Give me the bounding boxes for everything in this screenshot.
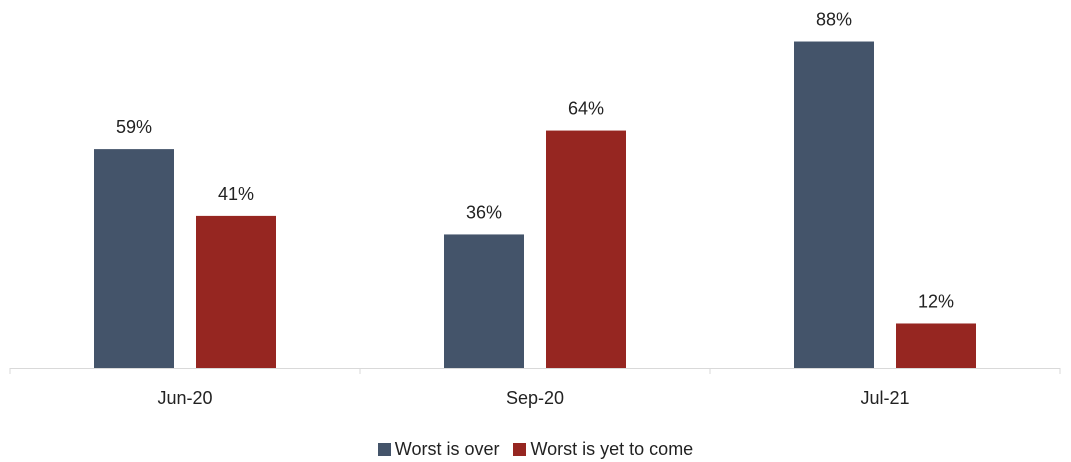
data-labels-layer: 59% 41% 36% 64% 88% 12% (116, 10, 954, 312)
data-label-worst-is-yet-to-come-sep-20: 64% (568, 99, 604, 119)
legend: Worst is over Worst is yet to come (0, 439, 1071, 460)
bar-worst-is-over-jun-20 (94, 149, 174, 368)
x-tick-label-jul-21: Jul-21 (860, 388, 909, 408)
x-tick-label-sep-20: Sep-20 (506, 388, 564, 408)
data-label-worst-is-over-sep-20: 36% (466, 202, 502, 222)
bar-chart-plot: 59% 41% 36% 64% 88% 12% Jun-20 Sep-20 Jul-21 (9, 10, 1061, 408)
x-axis: Jun-20 Sep-20 Jul-21 (9, 368, 1061, 408)
x-tick-label-jun-20: Jun-20 (157, 388, 212, 408)
bars-layer (94, 41, 976, 369)
data-label-worst-is-yet-to-come-jun-20: 41% (218, 184, 254, 204)
legend-label-worst-is-over: Worst is over (394, 439, 500, 459)
bar-worst-is-yet-to-come-sep-20 (546, 130, 626, 368)
legend-label-worst-is-yet-to-come: Worst is yet to come (530, 439, 694, 459)
bar-worst-is-over-jul-21 (794, 41, 874, 369)
data-label-worst-is-yet-to-come-jul-21: 12% (918, 291, 954, 311)
bar-worst-is-over-sep-20 (444, 234, 524, 368)
legend-item-worst-is-yet-to-come: Worst is yet to come (513, 439, 693, 460)
bar-worst-is-yet-to-come-jul-21 (896, 323, 976, 368)
legend-swatch-worst-is-yet-to-come (513, 443, 527, 456)
legend-swatch-worst-is-over (377, 443, 391, 456)
bar-worst-is-yet-to-come-jun-20 (196, 215, 276, 368)
data-label-worst-is-over-jul-21: 88% (816, 10, 852, 30)
data-label-worst-is-over-jun-20: 59% (116, 117, 152, 137)
legend-item-worst-is-over: Worst is over (377, 439, 500, 460)
